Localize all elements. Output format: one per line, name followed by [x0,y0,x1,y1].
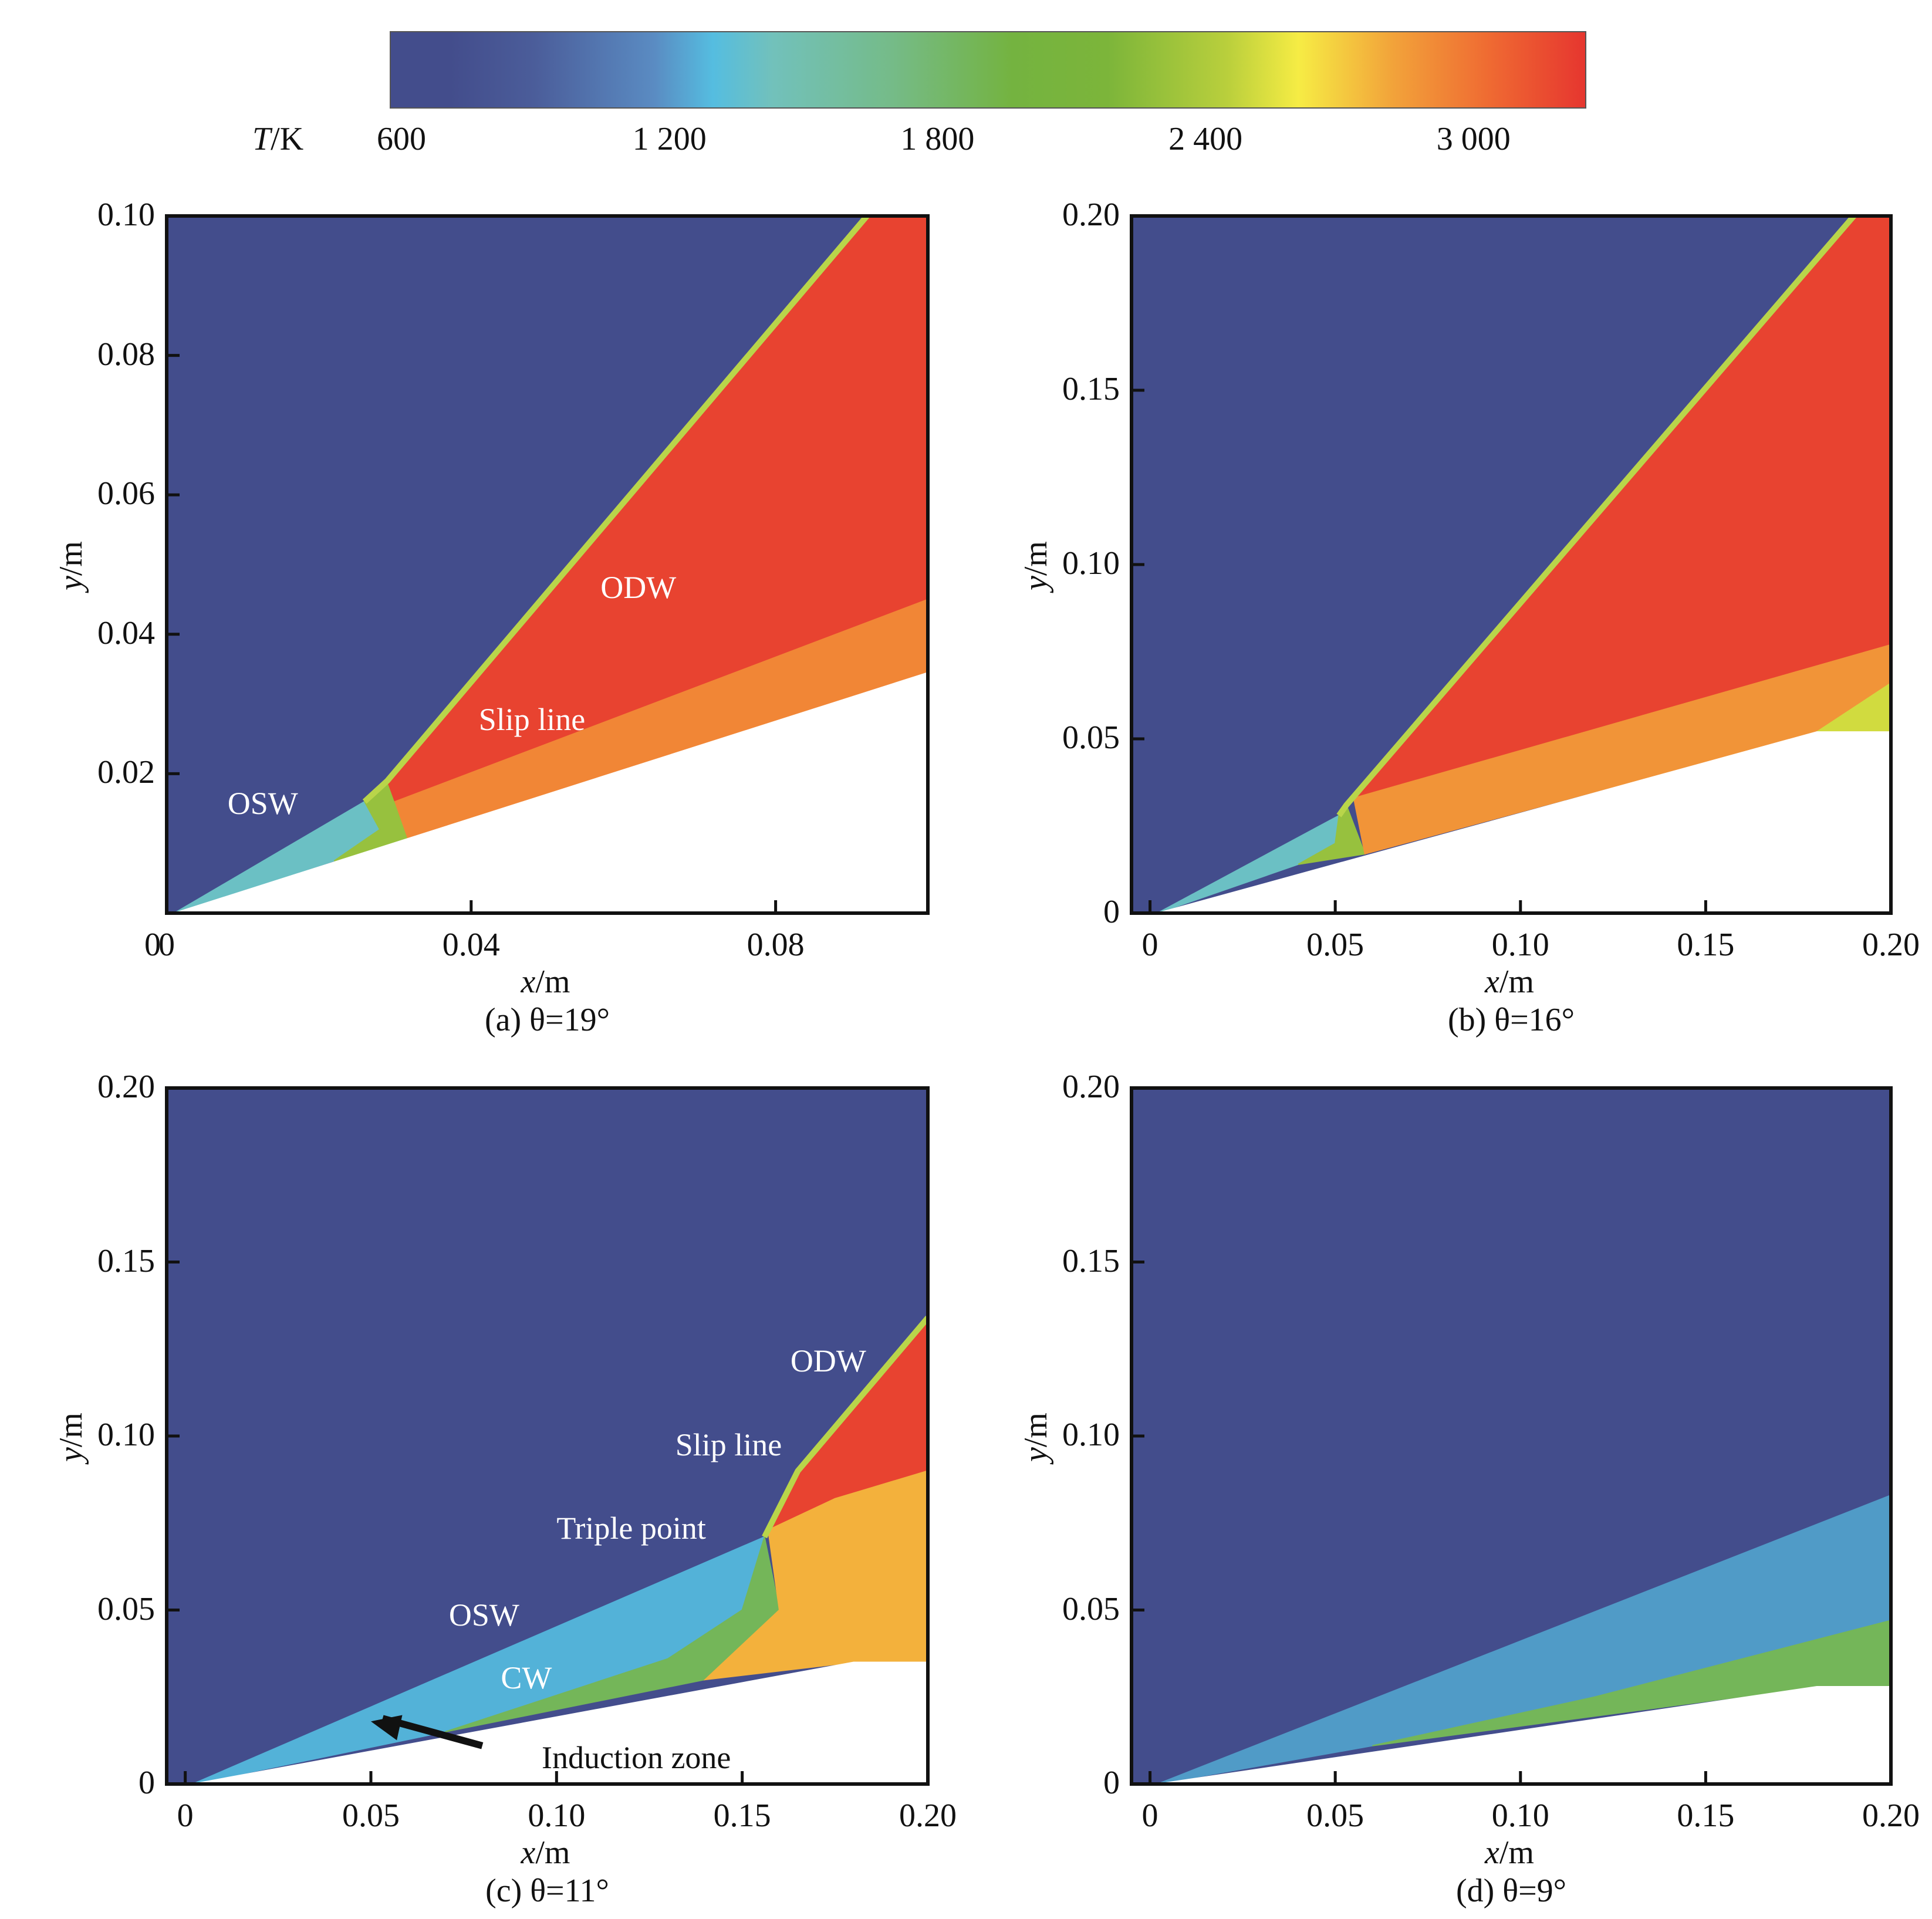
x-tick-label: 0.08 [747,927,805,963]
x-tick-label: 0.04 [442,927,500,963]
colorbar-tick-label: 3 000 [1436,121,1511,157]
colorbar-tick-label: 1 800 [900,121,975,157]
annotation-label: Slip line [478,702,586,738]
y-tick-label: 0.06 [97,475,155,512]
y-axis-label: y/m [52,1413,89,1462]
y-tick-label: 0 [139,1765,155,1801]
x-tick-label: 0 [177,1798,194,1834]
arrow-head-icon [370,1715,403,1741]
y-tick-label: 0.08 [97,336,155,373]
x-tick-label: 0.10 [1491,927,1549,963]
colorbar-tick-label: 600 [377,121,426,157]
x-tick-label: 0.05 [342,1798,400,1834]
panel-caption: (d) θ=9° [1455,1873,1567,1909]
panel-d [1130,1086,1893,1786]
annotation-label: OSW [448,1597,519,1633]
annotation-label: ODW [600,569,677,605]
region-wedge [1131,731,1891,913]
annotation-label: OSW [227,785,298,821]
x-tick-label: 0.05 [1306,1798,1364,1834]
y-tick-label: 0.05 [1062,1590,1120,1627]
annotation-label: Slip line [675,1427,782,1462]
x-tick-label: 0.10 [528,1798,586,1834]
annotation-label: Triple point [556,1511,706,1546]
x-tick-label: 0.10 [1491,1798,1549,1834]
detonation-front [1336,216,1856,817]
plot-area [1131,1088,1891,1784]
y-tick-label: 0.20 [97,1069,155,1105]
panel-caption: (a) θ=19° [485,1002,610,1038]
y-tick-label: 0.04 [97,614,155,651]
region-wedge [1131,1685,1891,1784]
region-slip-region [394,599,928,846]
plot-area [167,216,928,913]
x-tick-label: 0.15 [713,1798,771,1834]
y-tick-label: 0.15 [1062,1242,1120,1279]
x-tick-label: 0.20 [1862,927,1920,963]
colorbar-title: T/K [252,121,304,157]
x-axis-label: x/m [521,964,570,1000]
y-axis-label: y/m [1017,541,1054,590]
detonation-front [762,1316,928,1539]
annotation-label: ODW [790,1343,866,1379]
y-tick-label: 0.10 [97,1417,155,1453]
panel-caption: (b) θ=16° [1447,1002,1575,1038]
y-tick-label: 0.02 [97,754,155,791]
panel-caption: (c) θ=11° [485,1873,609,1909]
colorbar [390,31,1586,109]
x-tick-label: 0.15 [1677,1798,1735,1834]
y-axis-label: y/m [1017,1413,1054,1462]
y-tick-label: 0.10 [97,197,155,233]
x-tick-label-origin: 0 [144,927,161,963]
panel-a [165,214,930,915]
x-tick-label: 0 [1141,927,1158,963]
y-tick-label: 0.20 [1062,197,1120,233]
x-axis-label: x/m [521,1834,570,1871]
colorbar-tick-label: 2 400 [1168,121,1243,157]
plot-area [167,1088,928,1784]
x-tick-label: 0.15 [1677,927,1735,963]
region-wedge [167,672,928,913]
x-tick-label: 0.20 [1862,1798,1920,1834]
colorbar-tick-label: 1 200 [632,121,707,157]
annotation-label: CW [501,1660,552,1696]
x-tick-label: 0.20 [899,1798,957,1834]
y-axis-label: y/m [52,541,89,590]
x-tick-label: 0.05 [1306,927,1364,963]
region-wedge [167,1661,928,1784]
y-tick-label: 0.05 [1062,719,1120,756]
x-axis-label: x/m [1485,964,1534,1000]
x-tick-label: 0 [158,927,175,963]
y-tick-label: 0.20 [1062,1069,1120,1105]
x-tick-label: 0 [1141,1798,1158,1834]
axes-frame [165,214,930,915]
detonation-front [362,216,870,804]
panel-c [165,1086,930,1786]
y-tick-label: 0.10 [1062,1417,1120,1453]
y-tick-label: 0.15 [97,1242,155,1279]
x-axis-label: x/m [1485,1834,1534,1871]
plot-area [1131,216,1891,913]
region-cw-region [1372,1620,1891,1746]
y-tick-label: 0.05 [97,1590,155,1627]
y-tick-label: 0.15 [1062,371,1120,407]
annotation-label: Induction zone [542,1740,731,1776]
y-tick-label: 0.10 [1062,545,1120,582]
y-tick-label: 0 [1103,1765,1120,1801]
panel-b [1130,214,1893,915]
y-tick-label: 0 [1103,894,1120,930]
